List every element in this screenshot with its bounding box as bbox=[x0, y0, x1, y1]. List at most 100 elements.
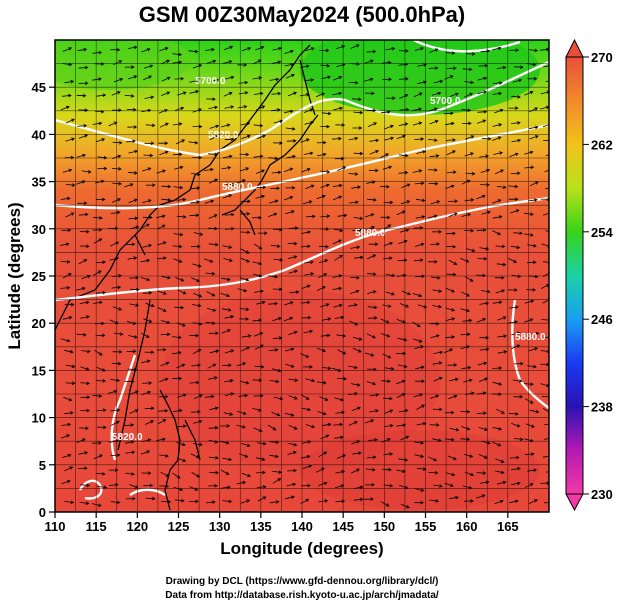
wind-arrow bbox=[172, 244, 183, 249]
wind-arrow bbox=[219, 441, 230, 445]
wind-arrow bbox=[240, 199, 251, 204]
wind-arrow bbox=[143, 318, 153, 323]
wind-arrow bbox=[62, 316, 73, 320]
wind-arrow bbox=[509, 455, 520, 460]
wind-arrow bbox=[305, 184, 315, 190]
wind-arrow bbox=[177, 289, 187, 295]
wind-arrow bbox=[161, 184, 172, 189]
wind-arrow bbox=[301, 230, 312, 235]
wind-arrow bbox=[331, 136, 342, 141]
wind-arrow bbox=[304, 272, 315, 276]
wind-arrow bbox=[285, 186, 296, 190]
wind-arrow bbox=[316, 194, 326, 200]
wind-arrow bbox=[144, 406, 155, 411]
wind-arrow bbox=[513, 437, 524, 441]
wind-arrow bbox=[462, 318, 473, 323]
wind-arrow bbox=[367, 305, 378, 310]
wind-arrow bbox=[193, 232, 204, 236]
wind-arrow bbox=[188, 140, 199, 145]
wind-arrow bbox=[545, 471, 549, 473]
wind-arrow bbox=[80, 395, 91, 400]
y-tick-label: 35 bbox=[32, 175, 46, 190]
wind-arrow bbox=[495, 470, 505, 475]
wind-arrow bbox=[496, 185, 507, 189]
wind-arrow bbox=[492, 136, 502, 141]
wind-arrow bbox=[335, 410, 346, 415]
wind-arrow bbox=[76, 153, 86, 158]
wind-arrow bbox=[300, 394, 310, 400]
wind-arrow bbox=[449, 495, 459, 500]
wind-arrow bbox=[353, 110, 364, 115]
wind-arrow bbox=[366, 333, 376, 339]
wind-arrow bbox=[365, 225, 375, 231]
wind-arrow bbox=[204, 199, 215, 204]
wind-arrow bbox=[540, 383, 549, 388]
x-tick-label: 135 bbox=[250, 519, 272, 534]
wind-arrow bbox=[492, 91, 503, 96]
wind-arrow bbox=[189, 90, 200, 94]
wind-arrow bbox=[161, 275, 171, 280]
wind-arrow bbox=[159, 484, 170, 488]
wind-arrow bbox=[509, 305, 519, 310]
wind-arrow bbox=[208, 331, 219, 335]
wind-arrow bbox=[510, 245, 521, 250]
wind-arrow bbox=[142, 381, 153, 385]
wind-arrow bbox=[112, 350, 123, 354]
wind-arrow bbox=[158, 394, 169, 399]
wind-arrow bbox=[367, 290, 377, 294]
wind-arrow bbox=[271, 91, 282, 96]
wind-arrow bbox=[239, 317, 250, 321]
wind-arrow bbox=[383, 200, 394, 205]
wind-arrow bbox=[299, 93, 310, 97]
wind-arrow bbox=[365, 467, 376, 472]
wind-arrow bbox=[270, 244, 281, 248]
wind-arrow bbox=[144, 350, 155, 355]
wind-arrow bbox=[432, 304, 443, 309]
wind-arrow bbox=[287, 442, 298, 447]
wind-arrow bbox=[272, 336, 283, 340]
wind-arrow bbox=[497, 350, 508, 354]
wind-arrow bbox=[383, 452, 394, 456]
wind-arrow bbox=[140, 223, 150, 229]
wind-arrow bbox=[158, 109, 168, 114]
wind-arrow bbox=[413, 338, 423, 343]
wind-arrow bbox=[64, 466, 74, 472]
wind-arrow bbox=[205, 500, 216, 504]
wind-arrow bbox=[145, 302, 155, 308]
wind-arrow bbox=[317, 411, 327, 416]
wind-arrow bbox=[348, 80, 359, 85]
wind-arrow bbox=[527, 468, 538, 473]
wind-streamlines bbox=[59, 44, 549, 509]
wind-arrow bbox=[288, 269, 299, 274]
wind-arrow bbox=[527, 76, 538, 81]
wind-arrow bbox=[191, 410, 201, 414]
wind-arrow bbox=[333, 303, 343, 308]
x-tick-label: 110 bbox=[45, 519, 66, 534]
wind-arrow bbox=[412, 107, 423, 112]
wind-arrow bbox=[171, 335, 182, 340]
wind-arrow bbox=[208, 376, 218, 380]
wind-arrow bbox=[465, 171, 476, 176]
wind-arrow bbox=[382, 467, 392, 472]
wind-arrow bbox=[142, 215, 153, 220]
wind-arrow bbox=[461, 366, 472, 370]
wind-arrow bbox=[300, 483, 311, 488]
wind-arrow bbox=[444, 437, 455, 442]
wind-arrow bbox=[287, 255, 298, 259]
wind-arrow bbox=[492, 381, 503, 386]
wind-arrow bbox=[65, 183, 76, 187]
wind-arrow bbox=[337, 166, 347, 171]
wind-arrow bbox=[366, 272, 377, 276]
wind-arrow bbox=[492, 46, 502, 51]
wind-arrow bbox=[161, 76, 171, 82]
wind-arrow bbox=[240, 230, 251, 235]
wind-arrow bbox=[460, 332, 471, 337]
wind-arrow bbox=[126, 349, 137, 354]
wind-arrow bbox=[241, 472, 252, 478]
wind-arrow bbox=[93, 300, 103, 305]
wind-arrow bbox=[509, 499, 519, 504]
wind-arrow bbox=[203, 167, 214, 172]
wind-arrow bbox=[384, 366, 395, 371]
wind-arrow bbox=[301, 284, 311, 289]
wind-arrow bbox=[110, 500, 121, 505]
